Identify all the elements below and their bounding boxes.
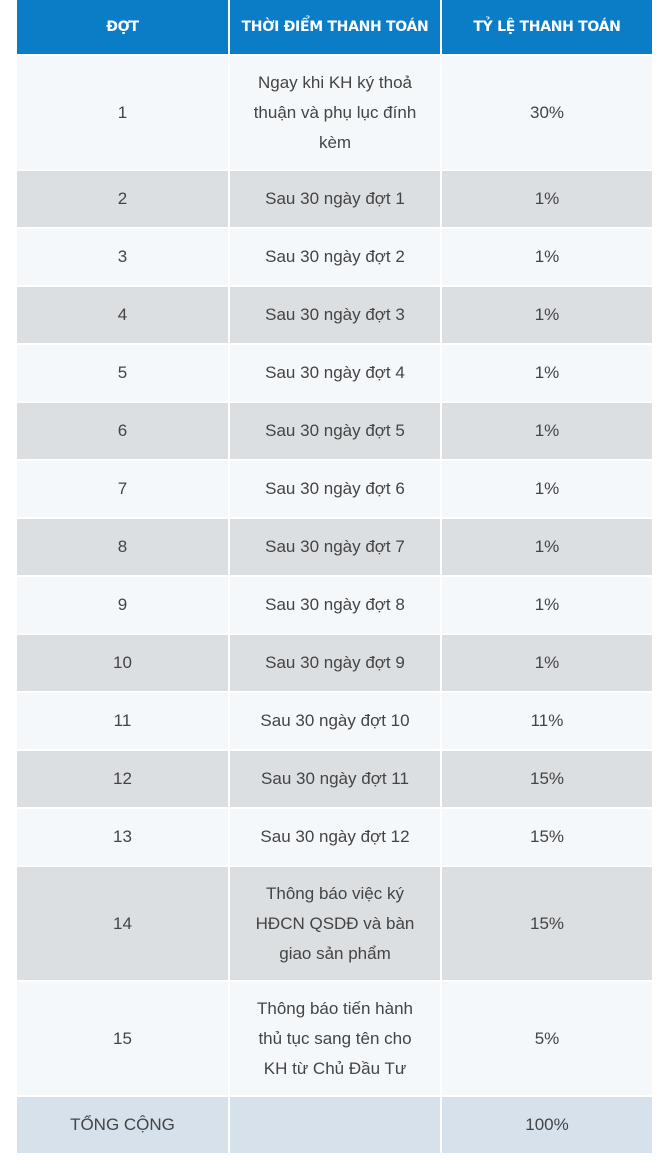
payment-time-cell: Sau 30 ngày đợt 5: [229, 402, 442, 461]
payment-schedule: ĐỢT THỜI ĐIỂM THANH TOÁN TỶ LỆ THANH TOÁ…: [17, 0, 652, 1155]
table-row: 8 Sau 30 ngày đợt 7 1%: [17, 518, 652, 577]
payment-rate-cell: 1%: [441, 460, 652, 519]
total-label-cell: TỔNG CỘNG: [17, 1096, 230, 1155]
table-row: 4 Sau 30 ngày đợt 3 1%: [17, 286, 652, 345]
total-rate-cell: 100%: [441, 1096, 652, 1155]
installment-cell: 5: [17, 344, 230, 403]
header-payment-rate: TỶ LỆ THANH TOÁN: [441, 0, 652, 56]
payment-rate-cell: 1%: [441, 228, 652, 287]
header-installment: ĐỢT: [17, 0, 230, 56]
payment-rate-cell: 15%: [441, 750, 652, 809]
table-row: 11 Sau 30 ngày đợt 10 11%: [17, 692, 652, 751]
payment-rate-cell: 15%: [441, 808, 652, 867]
payment-time-cell: Sau 30 ngày đợt 9: [229, 634, 442, 693]
payment-time-cell: Sau 30 ngày đợt 12: [229, 808, 442, 867]
payment-rate-cell: 1%: [441, 344, 652, 403]
installment-cell: 14: [17, 866, 230, 982]
installment-cell: 9: [17, 576, 230, 635]
payment-time-cell: Sau 30 ngày đợt 11: [229, 750, 442, 809]
table-row: 5 Sau 30 ngày đợt 4 1%: [17, 344, 652, 403]
payment-rate-cell: 1%: [441, 518, 652, 577]
installment-cell: 4: [17, 286, 230, 345]
payment-time-cell: Thông báo việc ký HĐCN QSDĐ và bàn giao …: [229, 866, 442, 982]
installment-cell: 6: [17, 402, 230, 461]
table-row: 13 Sau 30 ngày đợt 12 15%: [17, 808, 652, 867]
installment-cell: 2: [17, 170, 230, 229]
payment-schedule-table: ĐỢT THỜI ĐIỂM THANH TOÁN TỶ LỆ THANH TOÁ…: [17, 0, 652, 1155]
payment-time-cell: Sau 30 ngày đợt 7: [229, 518, 442, 577]
table-row: 10 Sau 30 ngày đợt 9 1%: [17, 634, 652, 693]
payment-time-cell: Sau 30 ngày đợt 8: [229, 576, 442, 635]
payment-time-cell: Sau 30 ngày đợt 3: [229, 286, 442, 345]
table-row: 7 Sau 30 ngày đợt 6 1%: [17, 460, 652, 519]
installment-cell: 10: [17, 634, 230, 693]
installment-cell: 8: [17, 518, 230, 577]
payment-rate-cell: 5%: [441, 981, 652, 1097]
payment-time-cell: Sau 30 ngày đợt 6: [229, 460, 442, 519]
table-row: 12 Sau 30 ngày đợt 11 15%: [17, 750, 652, 809]
installment-cell: 3: [17, 228, 230, 287]
total-empty-cell: [229, 1096, 442, 1155]
table-row: 6 Sau 30 ngày đợt 5 1%: [17, 402, 652, 461]
installment-cell: 7: [17, 460, 230, 519]
table-row: 9 Sau 30 ngày đợt 8 1%: [17, 576, 652, 635]
payment-time-cell: Sau 30 ngày đợt 10: [229, 692, 442, 751]
payment-time-cell: Thông báo tiến hành thủ tục sang tên cho…: [229, 981, 442, 1097]
header-payment-time: THỜI ĐIỂM THANH TOÁN: [229, 0, 442, 56]
payment-rate-cell: 1%: [441, 170, 652, 229]
payment-time-cell: Sau 30 ngày đợt 1: [229, 170, 442, 229]
payment-time-cell: Sau 30 ngày đợt 4: [229, 344, 442, 403]
payment-rate-cell: 1%: [441, 634, 652, 693]
installment-cell: 13: [17, 808, 230, 867]
installment-cell: 11: [17, 692, 230, 751]
payment-rate-cell: 1%: [441, 286, 652, 345]
installment-cell: 1: [17, 55, 230, 171]
table-row: 2 Sau 30 ngày đợt 1 1%: [17, 170, 652, 229]
payment-rate-cell: 30%: [441, 55, 652, 171]
payment-time-cell: Sau 30 ngày đợt 2: [229, 228, 442, 287]
table-row: 14 Thông báo việc ký HĐCN QSDĐ và bàn gi…: [17, 866, 652, 982]
table-row: 15 Thông báo tiến hành thủ tục sang tên …: [17, 981, 652, 1097]
payment-rate-cell: 15%: [441, 866, 652, 982]
payment-rate-cell: 1%: [441, 576, 652, 635]
payment-rate-cell: 11%: [441, 692, 652, 751]
table-row: 1 Ngay khi KH ký thoả thuận và phụ lục đ…: [17, 55, 652, 171]
table-header: ĐỢT THỜI ĐIỂM THANH TOÁN TỶ LỆ THANH TOÁ…: [17, 0, 652, 56]
table-row: 3 Sau 30 ngày đợt 2 1%: [17, 228, 652, 287]
table-body: 1 Ngay khi KH ký thoả thuận và phụ lục đ…: [17, 55, 652, 1155]
total-row: TỔNG CỘNG 100%: [17, 1096, 652, 1155]
payment-rate-cell: 1%: [441, 402, 652, 461]
header-row: ĐỢT THỜI ĐIỂM THANH TOÁN TỶ LỆ THANH TOÁ…: [17, 0, 652, 56]
installment-cell: 12: [17, 750, 230, 809]
payment-time-cell: Ngay khi KH ký thoả thuận và phụ lục đín…: [229, 55, 442, 171]
installment-cell: 15: [17, 981, 230, 1097]
